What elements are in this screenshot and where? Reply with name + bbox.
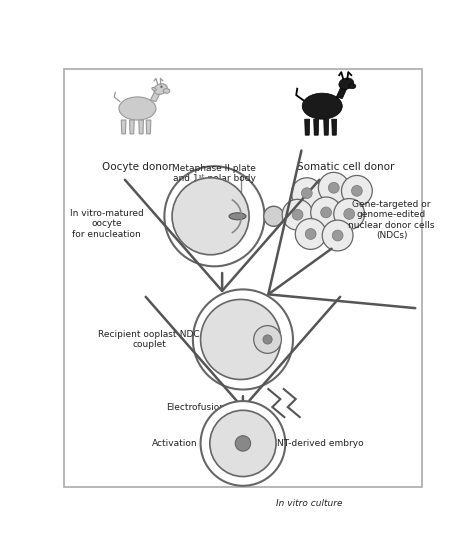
Polygon shape: [314, 119, 319, 135]
Text: Metaphase II plate
and 1ˢᵗ polar body: Metaphase II plate and 1ˢᵗ polar body: [173, 164, 256, 183]
Ellipse shape: [119, 97, 156, 120]
Circle shape: [160, 85, 163, 88]
Circle shape: [264, 206, 284, 226]
Circle shape: [201, 299, 281, 380]
Circle shape: [295, 219, 326, 250]
Ellipse shape: [164, 89, 170, 93]
Text: Oocyte donor: Oocyte donor: [102, 163, 173, 172]
Ellipse shape: [302, 93, 342, 119]
FancyBboxPatch shape: [64, 69, 422, 487]
Circle shape: [332, 230, 343, 241]
Text: Electrofusion: Electrofusion: [166, 403, 225, 412]
Circle shape: [172, 178, 249, 255]
Circle shape: [305, 229, 316, 239]
Circle shape: [292, 178, 322, 209]
Circle shape: [282, 199, 313, 230]
Circle shape: [321, 207, 331, 218]
Circle shape: [328, 182, 339, 193]
Circle shape: [341, 175, 372, 206]
Circle shape: [322, 220, 353, 251]
Text: SCNT-derived embryo: SCNT-derived embryo: [265, 439, 364, 448]
Circle shape: [263, 335, 272, 344]
Polygon shape: [332, 119, 337, 135]
Ellipse shape: [229, 213, 246, 220]
Text: In vitro-matured
oocyte
for enucleation: In vitro-matured oocyte for enucleation: [70, 209, 144, 239]
Text: Activation: Activation: [152, 439, 197, 448]
Circle shape: [201, 401, 285, 486]
Ellipse shape: [349, 84, 356, 89]
Circle shape: [164, 166, 264, 266]
Circle shape: [301, 188, 312, 198]
Circle shape: [344, 209, 355, 219]
Polygon shape: [305, 119, 310, 135]
Polygon shape: [336, 86, 347, 99]
Circle shape: [319, 172, 349, 203]
Circle shape: [334, 198, 365, 229]
Polygon shape: [129, 120, 134, 134]
Ellipse shape: [339, 78, 354, 89]
Ellipse shape: [152, 88, 156, 91]
Text: Gene-targeted or
genome-edited
nuclear donor cells
(NDCs): Gene-targeted or genome-edited nuclear d…: [348, 200, 435, 240]
Text: Somatic cell donor: Somatic cell donor: [297, 163, 394, 172]
Circle shape: [210, 410, 276, 477]
Circle shape: [193, 289, 293, 390]
Polygon shape: [150, 91, 161, 101]
Circle shape: [292, 209, 303, 220]
Text: In vitro culture: In vitro culture: [276, 499, 343, 508]
Polygon shape: [139, 120, 144, 134]
Ellipse shape: [154, 84, 167, 94]
Text: Recipient ooplast-NDC
couplet: Recipient ooplast-NDC couplet: [98, 329, 200, 349]
Circle shape: [254, 326, 282, 353]
Circle shape: [310, 197, 341, 228]
Polygon shape: [121, 120, 126, 134]
Polygon shape: [324, 119, 329, 135]
Polygon shape: [146, 120, 151, 134]
Circle shape: [235, 436, 251, 451]
Circle shape: [352, 186, 362, 196]
